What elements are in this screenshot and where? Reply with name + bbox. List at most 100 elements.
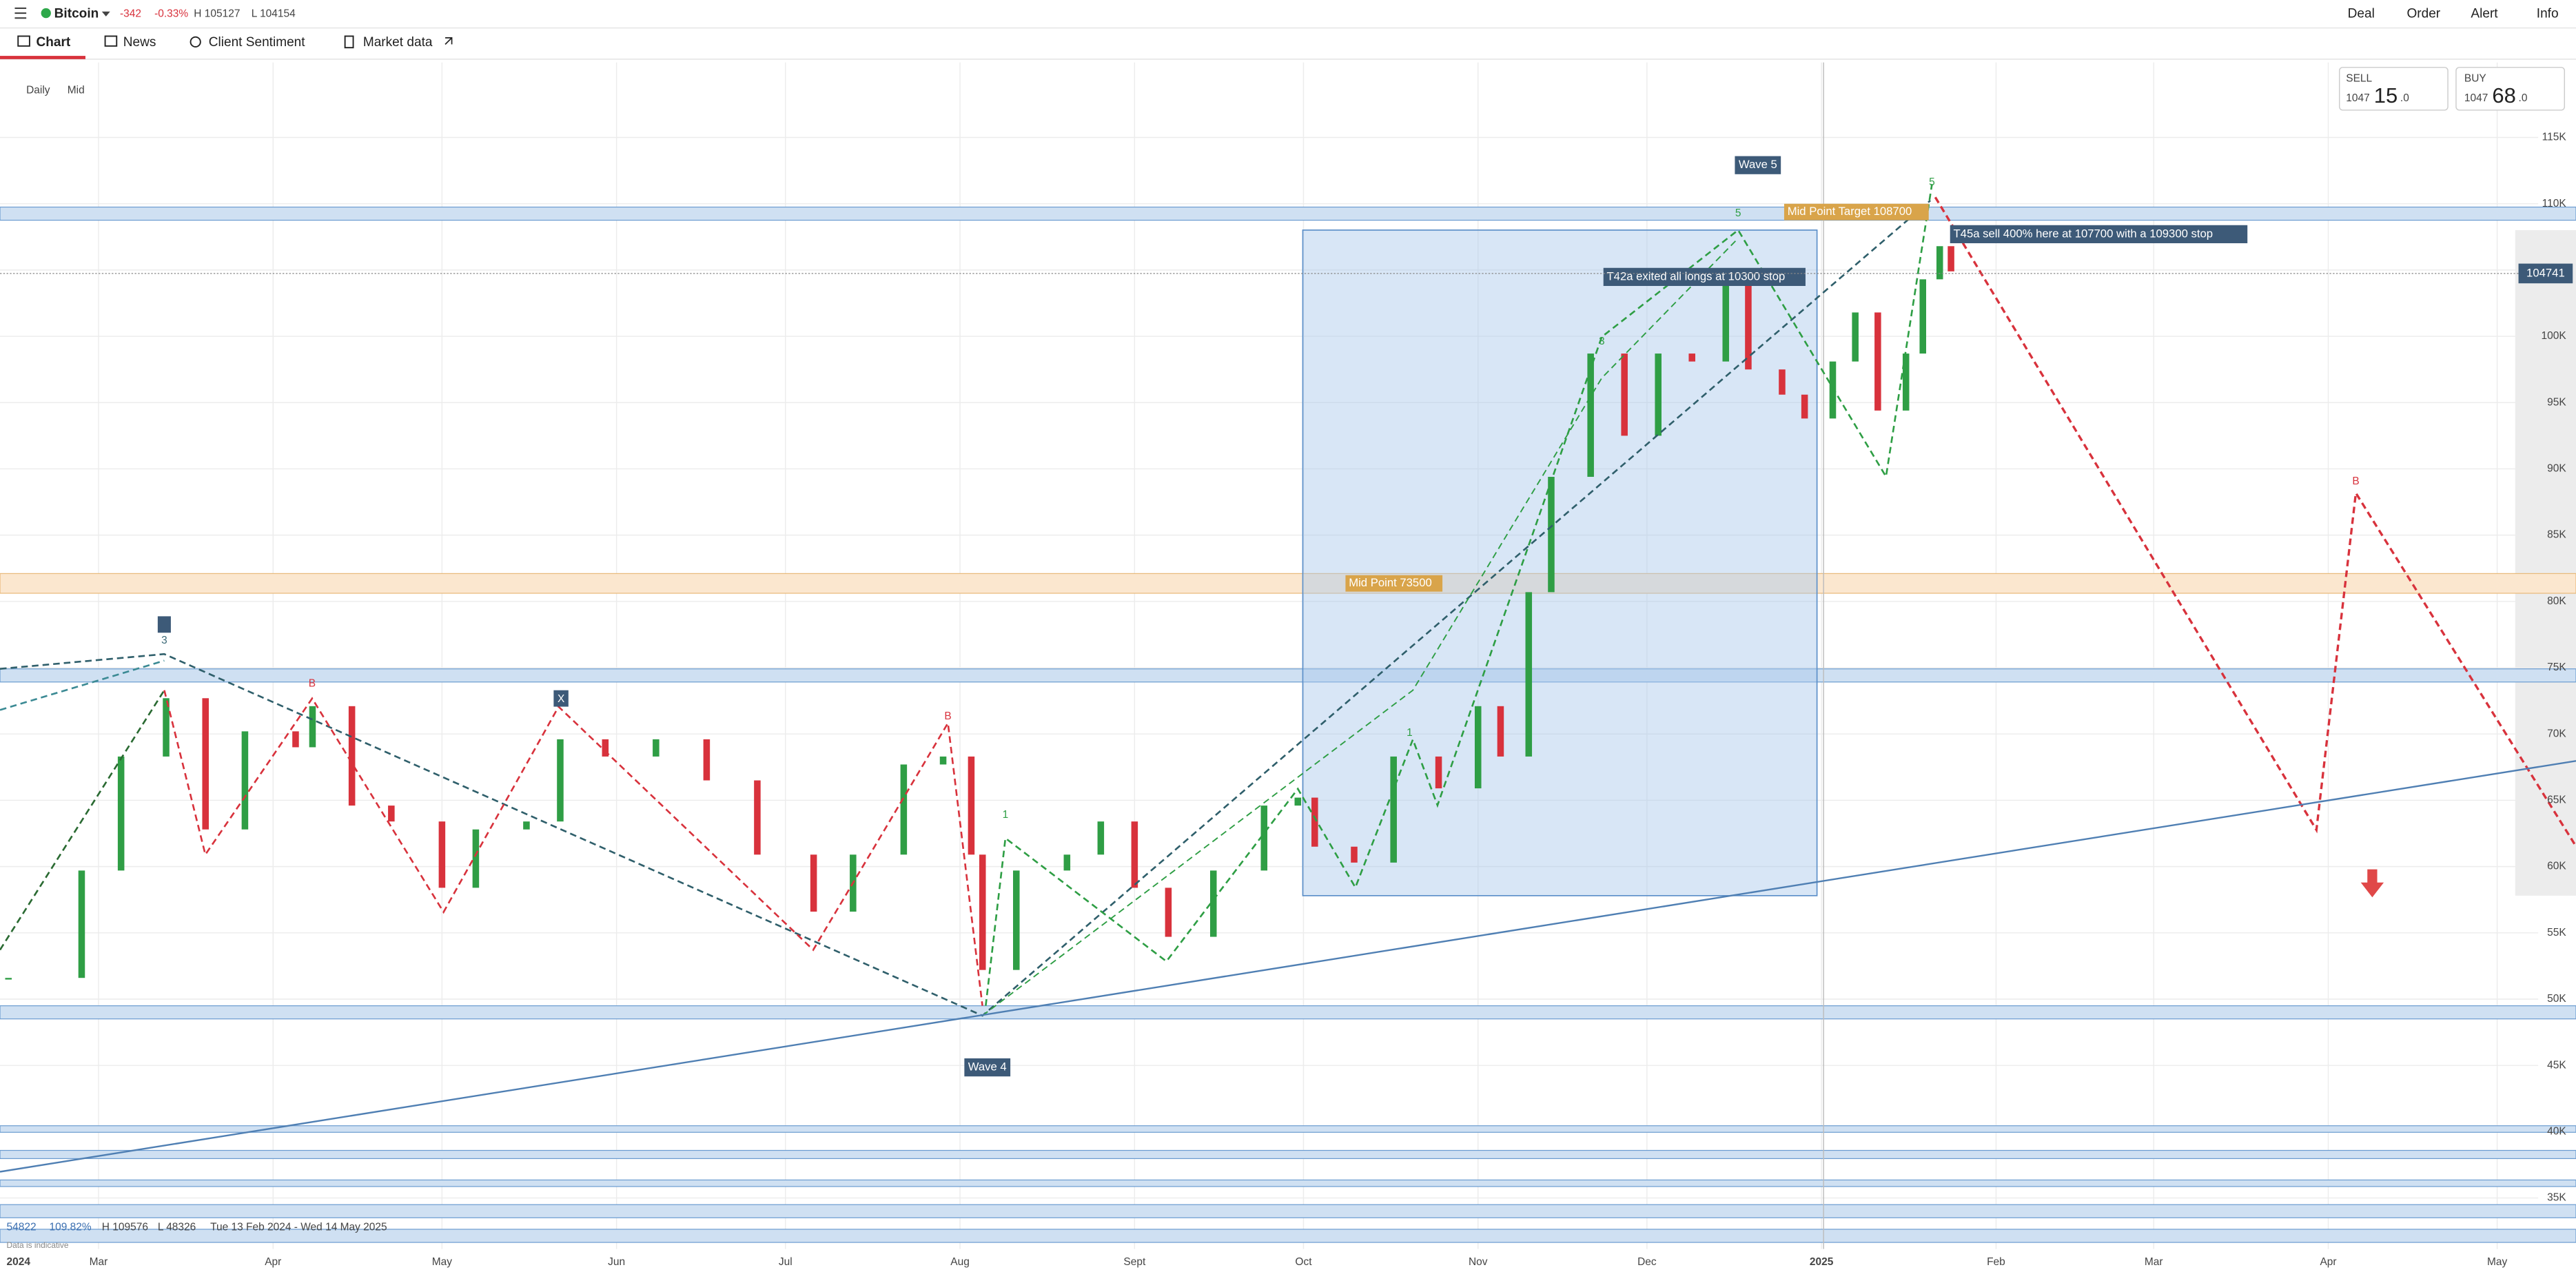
- change: -342: [120, 8, 141, 19]
- candle: [1435, 756, 1442, 789]
- annotation: Wave 4: [968, 1060, 1007, 1073]
- candle: [1209, 870, 1217, 937]
- annotation: T42a exited all longs at 10300 stop: [1606, 269, 1785, 283]
- candle: [292, 731, 299, 748]
- buy-label: BUY: [2464, 73, 2486, 85]
- candle: [117, 756, 125, 871]
- y-tick-label: 85K: [2547, 529, 2566, 541]
- y-tick-label: 45K: [2547, 1059, 2566, 1071]
- candle: [1948, 246, 1954, 271]
- change-pct: -0.33%: [154, 8, 188, 19]
- buy-big: 1047: [2464, 92, 2488, 104]
- candle: [1013, 870, 1020, 970]
- active-tab-indicator: [0, 56, 85, 59]
- wave-label: 5: [1929, 176, 1935, 188]
- footer-low: L 48326: [158, 1222, 196, 1233]
- trendline: [0, 760, 2576, 1173]
- candle: [1351, 846, 1358, 863]
- tab[interactable]: Chart: [36, 35, 70, 50]
- down-arrow: [2360, 869, 2384, 898]
- y-tick-label: 50K: [2547, 993, 2566, 1005]
- candle: [939, 756, 947, 765]
- tab[interactable]: News: [123, 35, 156, 50]
- x-tick-label: May: [2487, 1256, 2508, 1268]
- wave-label: 1: [1003, 809, 1009, 821]
- price-scale-highlight: [2515, 229, 2576, 896]
- candle: [1294, 797, 1302, 806]
- deal[interactable]: Deal: [2348, 6, 2375, 21]
- annotation: Wave 5: [1739, 158, 1777, 171]
- instrument[interactable]: Bitcoin: [54, 6, 99, 21]
- candle: [1525, 592, 1533, 757]
- range-box: [1302, 229, 1818, 896]
- footer-range: Tue 13 Feb 2024 - Wed 14 May 2025: [210, 1222, 387, 1233]
- y-tick-label: 110K: [2542, 198, 2567, 209]
- candle: [1801, 394, 1808, 419]
- candle: [810, 854, 817, 912]
- candle: [1779, 369, 1786, 395]
- last-price-tag: [2518, 263, 2573, 284]
- x-tick-label: Apr: [265, 1256, 281, 1268]
- candle: [1390, 756, 1397, 863]
- candle: [968, 756, 975, 855]
- sell-button[interactable]: [2338, 67, 2449, 111]
- candle: [602, 739, 609, 757]
- candle: [1688, 353, 1696, 362]
- candle: [1497, 706, 1504, 757]
- candles: [5, 246, 1954, 980]
- y-tick-label: 35K: [2547, 1192, 2566, 1204]
- y-tick-label: 90K: [2547, 463, 2566, 475]
- annotation: T45a sell 400% here at 107700 with a 109…: [1953, 227, 2213, 240]
- candle: [523, 821, 530, 830]
- candle: [78, 870, 85, 978]
- candle: [1852, 312, 1859, 362]
- candle: [703, 739, 711, 781]
- y-tick-label: 75K: [2547, 661, 2566, 673]
- candle: [1874, 312, 1881, 411]
- x-tick-label: Mar: [2145, 1256, 2163, 1268]
- alert[interactable]: Alert: [2471, 6, 2498, 21]
- x-tick-label: Aug: [950, 1256, 970, 1268]
- candle: [388, 806, 395, 822]
- y-tick-label: 55K: [2547, 927, 2566, 938]
- tab[interactable]: Market data: [363, 35, 433, 50]
- price-type[interactable]: Mid: [68, 84, 85, 96]
- footer-open: 54822: [7, 1222, 37, 1233]
- x-tick-label: Jun: [608, 1256, 625, 1268]
- status-dot: [41, 8, 51, 19]
- candle: [754, 780, 761, 855]
- candle: [163, 698, 170, 757]
- menu-icon[interactable]: [14, 7, 27, 19]
- tab[interactable]: Client Sentiment: [209, 35, 306, 50]
- candle: [309, 706, 316, 748]
- info[interactable]: Info: [2537, 6, 2559, 21]
- candle: [1260, 806, 1268, 871]
- candle: [1829, 361, 1837, 419]
- y-tick-label: 100K: [2542, 330, 2567, 342]
- sell-pips: 15: [2374, 83, 2398, 107]
- wave-label: 3: [161, 635, 167, 646]
- footer-high: H 109576: [102, 1222, 148, 1233]
- buy-frac: .0: [2519, 92, 2528, 104]
- footer-note: Data is indicative: [7, 1240, 69, 1250]
- wave-label: 5: [1735, 207, 1741, 219]
- order[interactable]: Order: [2406, 6, 2440, 21]
- x-tick-label: Nov: [1469, 1256, 1488, 1268]
- buy-button[interactable]: [2455, 67, 2566, 111]
- level-bands: [0, 206, 2576, 1243]
- candle: [979, 854, 986, 970]
- candle: [900, 764, 908, 855]
- y-tick-label: 65K: [2547, 794, 2566, 806]
- x-tick-label: Sept: [1123, 1256, 1146, 1268]
- x-tick-label: Oct: [1295, 1256, 1312, 1268]
- x-tick-label: Dec: [1637, 1256, 1657, 1268]
- sell-big: 1047: [2346, 92, 2369, 104]
- x-tick-label: 2025: [1810, 1256, 1834, 1268]
- last-price-label: 104741: [2526, 266, 2565, 279]
- wave-label: B: [309, 677, 316, 689]
- candle: [1655, 353, 1662, 436]
- interval[interactable]: Daily: [26, 84, 50, 96]
- candle: [1902, 353, 1910, 411]
- candle: [438, 821, 446, 888]
